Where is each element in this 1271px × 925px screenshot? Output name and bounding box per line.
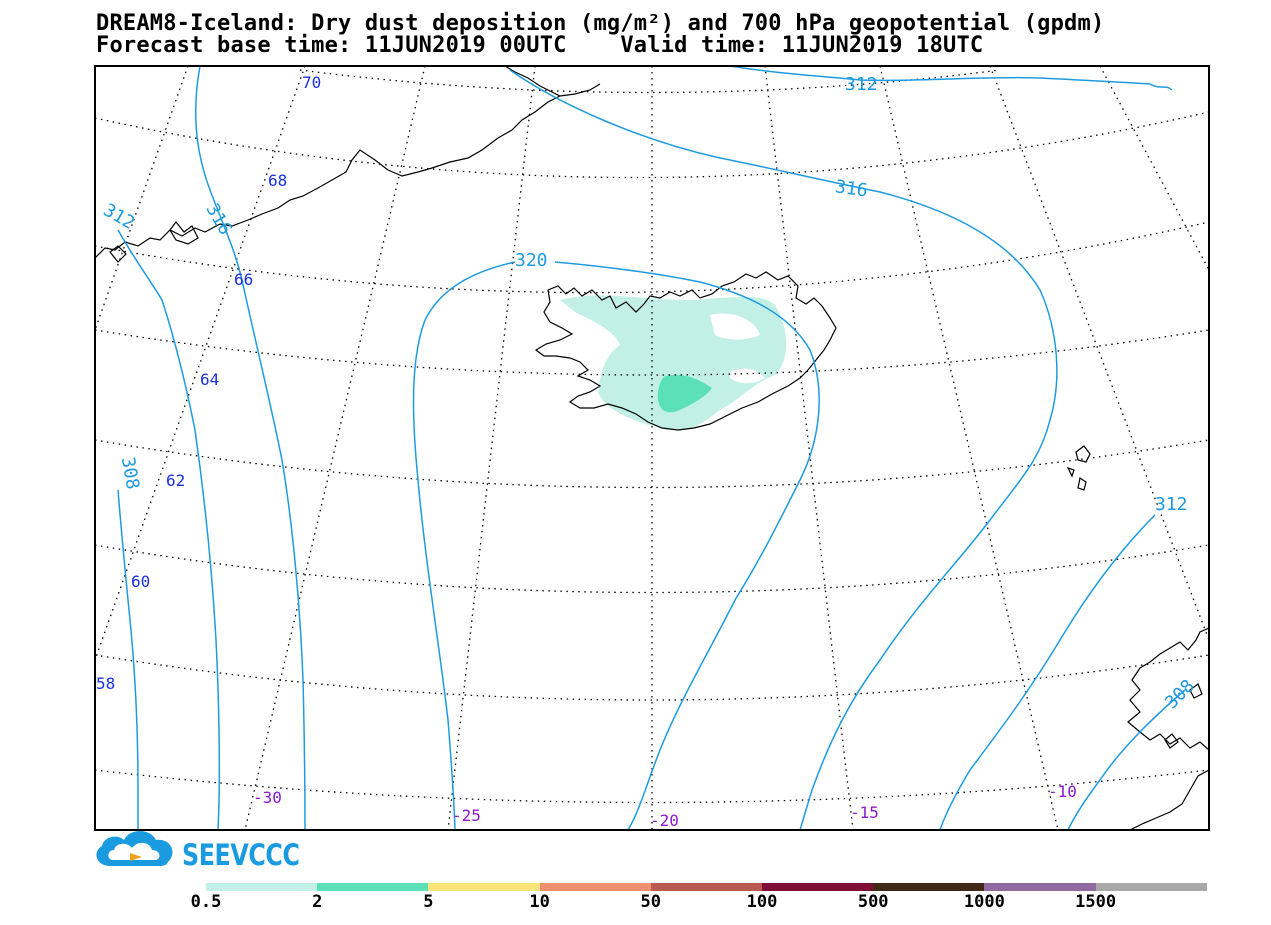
contour-label: 308 [1161,675,1199,713]
contour-label: 312 [100,200,139,234]
colorbar-swatch [428,883,540,891]
lat-label-62: 62 [166,471,185,490]
colorbar-swatch [650,883,762,891]
contour-label: 316 [201,200,235,239]
lat-label-60: 60 [131,572,150,591]
latitude-lines [95,69,1209,804]
longitude-labels: -30 -25 -20 -15 -10 [253,782,1077,830]
longitude-lines [95,66,1209,830]
map-subtitle: Forecast base time: 11JUN2019 00UTC Vali… [96,33,984,58]
dust-shading-dark [657,374,712,413]
contour-label: 312 [1155,494,1188,515]
contour-label: 320 [515,250,548,271]
lat-label-64: 64 [200,370,219,389]
colorbar-swatch [317,883,429,891]
lon-label-m10: -10 [1048,782,1077,801]
coastlines [95,66,1209,830]
colorbar-swatch [873,883,985,891]
map-title: DREAM8-Iceland: Dry dust deposition (mg/… [96,11,1105,36]
contour-label: 316 [834,176,869,201]
colorbar-swatch [1095,883,1207,891]
colorbar-label: 100 [746,892,778,912]
lon-label-m15: -15 [850,803,879,822]
colorbar-label: 5 [423,892,434,912]
colorbar [206,883,1207,891]
contour-label: 312 [845,74,878,95]
dust-shading-white-2 [730,368,765,384]
colorbar-swatch [206,883,318,891]
cloud-logo-icon [96,831,173,866]
map-frame [94,65,1210,831]
lat-label-68: 68 [268,171,287,190]
latitude-labels: 70 68 66 64 62 60 58 [96,73,321,693]
lat-label-70: 70 [302,73,321,92]
lon-label-m25: -25 [452,806,481,825]
colorbar-swatch [984,883,1096,891]
contour-label: 308 [117,455,143,491]
lat-label-58: 58 [96,674,115,693]
colorbar-swatch [539,883,651,891]
colorbar-label: 0.5 [190,892,222,912]
map-content: 312 316 312 316 320 308 312 308 70 68 66… [95,66,1209,830]
colorbar-label: 2 [312,892,323,912]
lon-label-m30: -30 [253,788,282,807]
colorbar-label: 50 [640,892,662,912]
colorbar-label: 1500 [1075,892,1117,912]
geopotential-contours [117,66,1186,830]
dust-shading-white [710,313,760,340]
lat-label-66: 66 [234,270,253,289]
colorbar-label: 10 [529,892,550,912]
lon-label-m20: -20 [650,811,679,830]
colorbar-label: 500 [857,892,889,912]
colorbar-label: 1000 [963,892,1005,912]
logo-text: SEEVCCC [182,838,300,872]
colorbar-swatch [761,883,874,891]
